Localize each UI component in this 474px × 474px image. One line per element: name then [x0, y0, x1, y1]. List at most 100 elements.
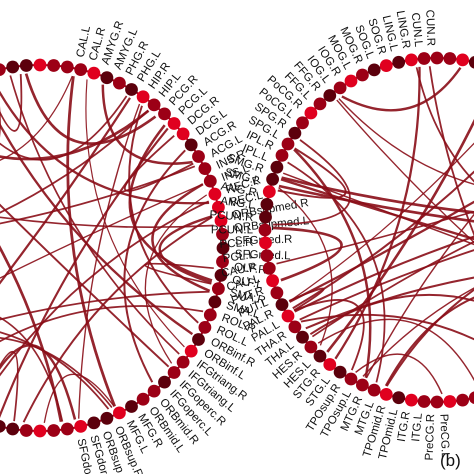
region-node [167, 366, 181, 379]
region-node [198, 162, 212, 176]
region-node [288, 320, 302, 334]
region-node [208, 187, 222, 201]
region-node [259, 236, 272, 250]
connection-link [101, 84, 193, 165]
region-label: OLF.R [233, 261, 267, 276]
region-node [19, 59, 33, 72]
region-node [87, 66, 101, 80]
region-node [333, 365, 347, 379]
region-node [281, 137, 295, 151]
connection-link [0, 305, 204, 343]
connection-link [289, 142, 474, 302]
connection-link [0, 337, 113, 409]
region-node [456, 393, 469, 407]
region-node [216, 255, 229, 269]
region-node [304, 340, 318, 354]
connection-link [0, 183, 204, 279]
connection-link [0, 290, 210, 321]
region-node [214, 268, 228, 282]
region-node [0, 63, 6, 76]
connection-link [22, 216, 213, 423]
region-node [262, 185, 276, 199]
region-node [270, 160, 284, 174]
region-label: ITG.L [410, 412, 425, 442]
region-label: PCL.R [219, 237, 254, 251]
region-node [258, 223, 272, 237]
region-node [0, 420, 6, 433]
region-node [19, 424, 33, 437]
region-node [430, 395, 444, 409]
region-label: CUN.R [423, 9, 436, 46]
region-label: OLF.L [231, 274, 264, 291]
region-node [74, 420, 88, 433]
left-node-ring [0, 58, 230, 438]
connection-link [158, 215, 213, 284]
region-label: PreCG.L [437, 414, 451, 460]
connection-link [0, 95, 128, 161]
region-node [296, 330, 309, 344]
region-label: PCL.L [222, 249, 256, 265]
connection-link [428, 66, 474, 237]
region-label: PCUN.L [211, 224, 254, 236]
connection-link [341, 67, 462, 112]
region-node [262, 261, 276, 275]
region-node [417, 52, 431, 65]
connection-link [276, 210, 474, 265]
region-node [6, 60, 20, 74]
left-connectogram: CAL.LCAL.RAMYG.RAMYG.LPHG.RPHG.LHIP.RHIP… [0, 20, 310, 474]
connection-link [299, 249, 474, 321]
connection-link [278, 187, 333, 346]
region-node [208, 295, 222, 309]
region-node [125, 400, 138, 413]
region-node [203, 308, 217, 322]
connection-link [305, 276, 474, 330]
region-node [367, 63, 381, 77]
region-node [443, 395, 457, 408]
right-region-labels: CUN.RCUN.LLING.RLING.LSOG.RSOG.LMOG.RMOG… [209, 9, 451, 460]
region-node [176, 127, 190, 141]
region-node [392, 391, 406, 405]
region-node [87, 416, 101, 430]
region-node [136, 90, 150, 104]
connection-link [123, 149, 186, 383]
connection-link [300, 313, 474, 341]
region-node [167, 117, 181, 130]
region-node [443, 52, 457, 65]
region-label: ANG.L [220, 195, 256, 212]
region-node [113, 76, 126, 90]
region-node [275, 298, 289, 311]
region-node [405, 53, 418, 67]
connection-link [0, 200, 210, 377]
region-node [323, 358, 337, 371]
region-node [379, 59, 393, 72]
connection-link [66, 76, 116, 407]
connection-link [0, 203, 170, 368]
connection-link [0, 216, 214, 229]
connection-link [0, 75, 73, 161]
connection-link [278, 184, 474, 223]
connection-link [151, 183, 211, 293]
connection-link [365, 213, 474, 379]
region-node [136, 392, 150, 406]
connection-link [273, 139, 351, 226]
connection-link [144, 194, 208, 364]
connection-link [0, 245, 63, 422]
connection-link [0, 122, 194, 336]
region-node [468, 56, 474, 69]
connection-link [289, 200, 474, 303]
panel-label-b: (b) [440, 451, 461, 470]
connection-link [311, 240, 474, 338]
connection-link [0, 90, 210, 205]
region-node [281, 309, 295, 323]
connection-link [334, 66, 421, 360]
connection-link [294, 235, 474, 313]
region-node [74, 63, 88, 76]
region-node [468, 391, 474, 404]
region-label: CUN.L [409, 12, 425, 48]
connection-link [0, 127, 169, 418]
region-node [356, 68, 369, 82]
region-node [33, 424, 47, 438]
connection-link [0, 97, 131, 285]
region-node [344, 74, 358, 88]
connection-link [272, 226, 343, 282]
